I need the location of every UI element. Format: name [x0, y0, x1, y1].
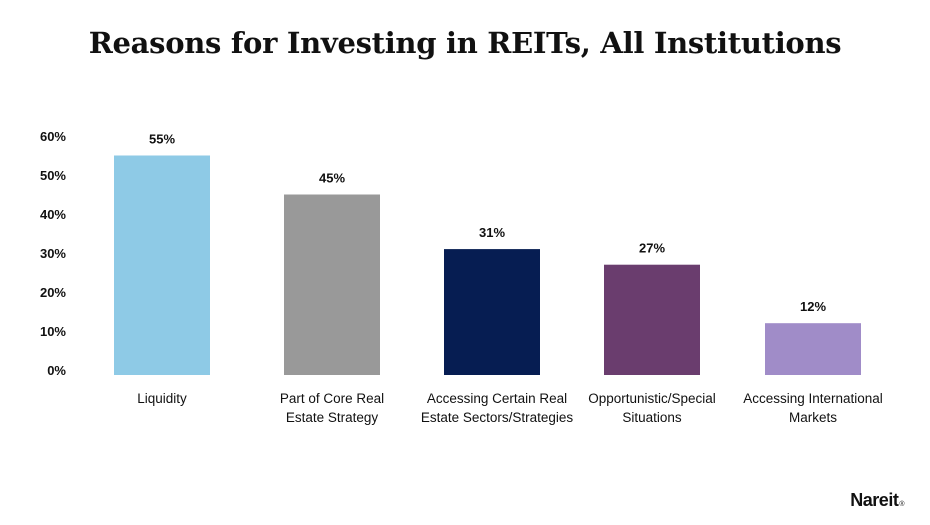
y-tick-label: 30% [40, 246, 66, 261]
x-axis-category-labels: Liquidity Part of Core Real Estate Strateg… [137, 391, 883, 425]
y-tick-label: 20% [40, 285, 66, 300]
category-label: Estate Sectors/Strategies [421, 410, 574, 425]
bars [114, 155, 861, 375]
data-label: 31% [479, 225, 505, 240]
bar [604, 264, 700, 375]
bar [444, 249, 540, 375]
data-labels: 55% 45% 31% 27% 12% [149, 132, 826, 315]
data-label: 55% [149, 132, 175, 147]
nareit-logo: Nareit® [850, 490, 904, 511]
y-tick-label: 60% [40, 129, 66, 144]
category-label: Part of Core Real [280, 391, 384, 406]
category-label: Estate Strategy [286, 410, 379, 425]
category-label: Accessing International [743, 391, 883, 406]
category-label: Situations [622, 410, 682, 425]
category-label: Opportunistic/Special [588, 391, 716, 406]
data-label: 27% [639, 241, 665, 256]
y-tick-label: 50% [40, 168, 66, 183]
chart-title: Reasons for Investing in REITs, All Inst… [88, 26, 842, 60]
bar [765, 323, 861, 375]
bar [284, 194, 380, 375]
y-tick-label: 0% [47, 363, 66, 378]
category-label: Liquidity [137, 391, 187, 406]
data-label: 45% [319, 171, 345, 186]
brand-name: Nareit [850, 490, 899, 510]
category-label: Markets [789, 410, 837, 425]
y-tick-label: 40% [40, 207, 66, 222]
data-label: 12% [800, 299, 826, 314]
registered-mark: ® [899, 501, 904, 508]
y-axis-tick-labels: 0% 10% 20% 30% 40% 50% 60% [40, 129, 66, 378]
category-label: Accessing Certain Real [427, 391, 567, 406]
y-tick-label: 10% [40, 324, 66, 339]
bar [114, 155, 210, 375]
